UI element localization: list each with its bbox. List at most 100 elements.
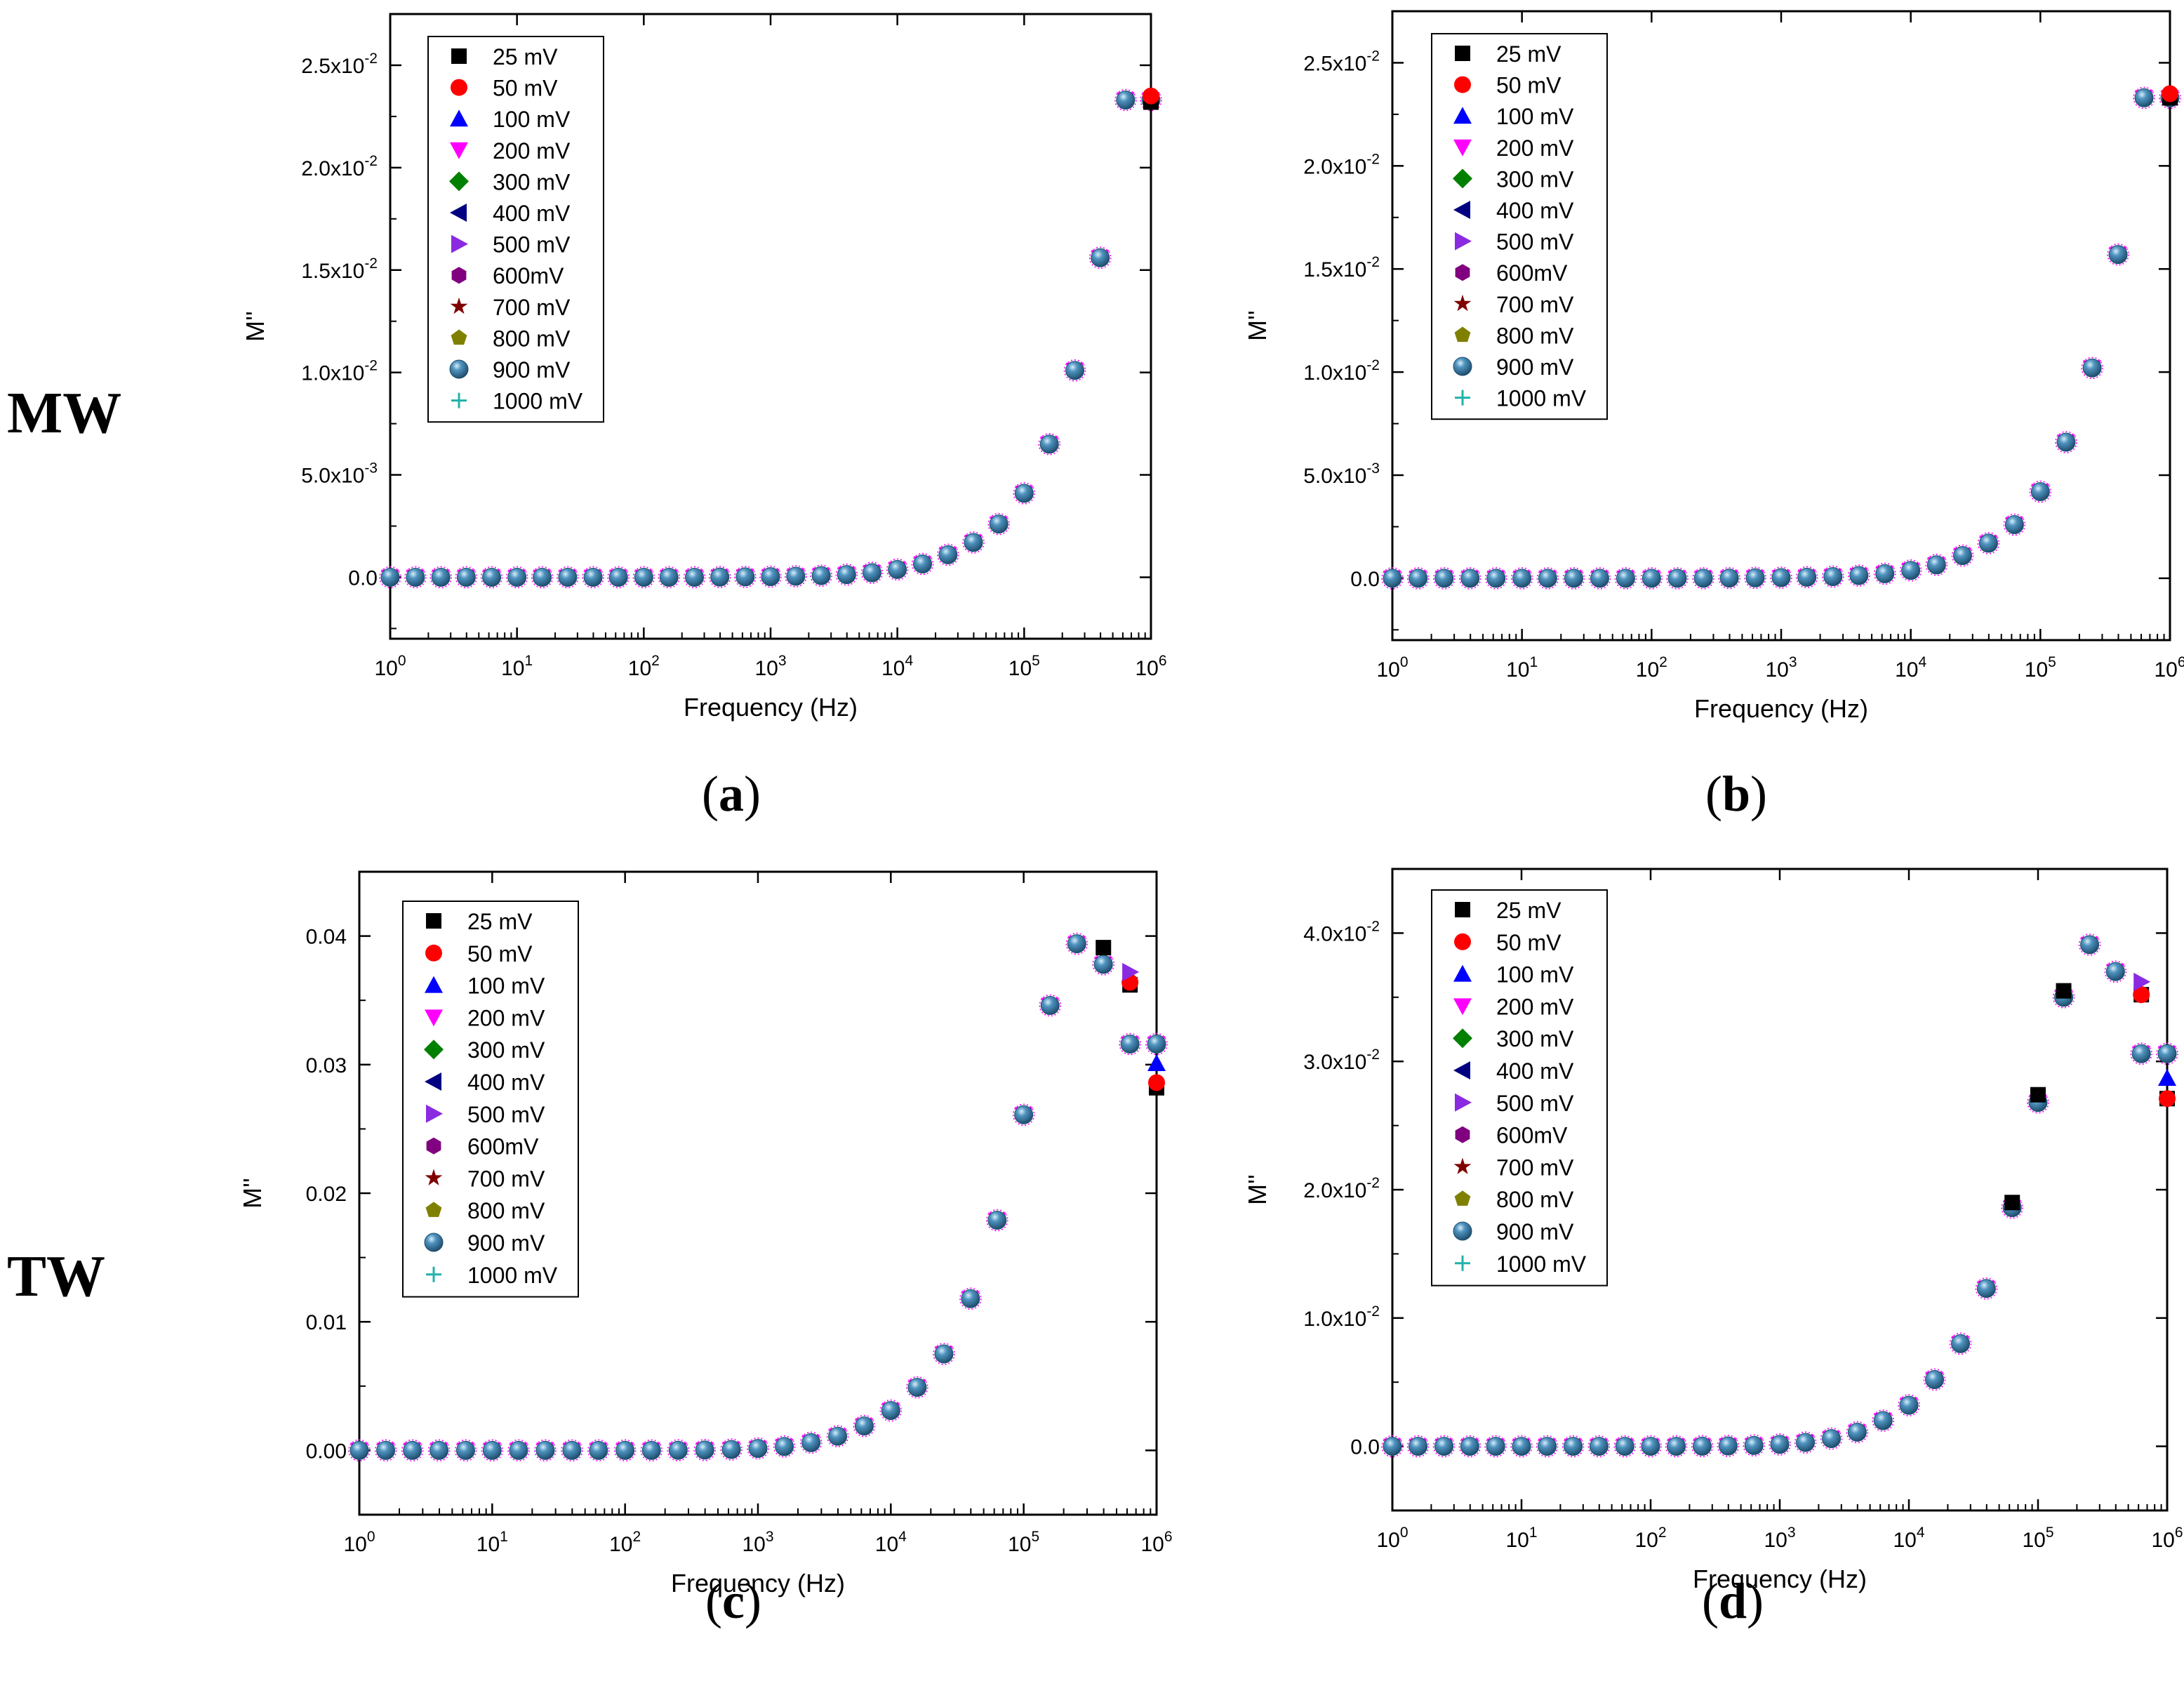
legend-marker-5 <box>1453 201 1470 219</box>
data-point-900mv <box>989 514 1008 534</box>
legend-marker-0 <box>451 48 467 64</box>
legend-label: 200 mV <box>493 138 571 164</box>
data-point-900mv <box>1040 996 1060 1016</box>
x-tick-base: 10 <box>1895 658 1918 682</box>
data-point-outline <box>1012 1103 1035 1127</box>
x-tick-exp: 6 <box>1159 653 1167 669</box>
x-tick-exp: 5 <box>2046 1525 2054 1541</box>
y-tick-exp: -2 <box>1366 1047 1380 1063</box>
data-point-900mv <box>1796 1433 1816 1452</box>
legend-marker-0 <box>1455 46 1470 61</box>
x-tick-base: 10 <box>2151 1529 2174 1552</box>
legend-box <box>402 901 579 1298</box>
y-tick-label: 0.0 <box>1350 568 1380 591</box>
data-point-900mv <box>1460 1437 1479 1456</box>
x-tick-exp: 2 <box>651 653 660 669</box>
data-point-900mv <box>1873 1411 1893 1430</box>
data-point-outline <box>1847 564 1870 587</box>
legend-label: 400 mV <box>1496 198 1574 223</box>
x-tick-label: 100 <box>1376 654 1408 682</box>
data-point-900mv <box>938 545 958 564</box>
legend-label: 25 mV <box>493 44 558 69</box>
data-point-900mv <box>1091 248 1110 267</box>
data-point-outline <box>1614 567 1637 590</box>
y-tick-mantissa: 0.0 <box>1350 568 1380 591</box>
data-point-outline <box>1484 567 1507 590</box>
data-point-900mv <box>509 1440 528 1460</box>
data-point-outline <box>1145 1032 1168 1056</box>
data-point-variant <box>1096 940 1112 956</box>
data-point-outline <box>374 1439 397 1462</box>
legend-marker-11 <box>1455 1255 1470 1271</box>
data-point-900mv <box>828 1426 848 1446</box>
legend-label: 900 mV <box>1496 354 1574 380</box>
data-point-outline <box>1794 1431 1817 1454</box>
y-tick-label: 2.0x10-2 <box>1303 151 1380 178</box>
legend-label: 1000 mV <box>1496 1251 1587 1277</box>
data-point-outline <box>1795 566 1818 589</box>
legend: 25 mV 50 mV 100 mV 200 mV 300 mV 400 mV 500 mV… <box>427 36 604 423</box>
data-point-variant <box>2004 1195 2020 1211</box>
y-tick-label: 0.02 <box>306 1183 347 1206</box>
data-point-outline <box>613 1439 637 1462</box>
data-point-900mv <box>608 567 628 587</box>
data-point-900mv <box>583 567 603 587</box>
data-point-outline <box>708 566 731 588</box>
data-point-900mv <box>1589 1437 1609 1456</box>
data-point-900mv <box>2105 962 2125 981</box>
legend-marker-3 <box>425 1009 443 1027</box>
data-point-outline <box>379 566 401 589</box>
y-tick-mantissa: 0.03 <box>306 1054 347 1077</box>
data-point-outline <box>1923 1368 1946 1391</box>
y-axis-label: M'' <box>1243 1174 1272 1205</box>
data-point-outline <box>1975 1277 1998 1300</box>
data-point-900mv <box>668 1440 688 1460</box>
data-point-variant <box>2030 1087 2046 1103</box>
data-point-900mv <box>1564 569 1583 588</box>
y-tick-exp: -2 <box>1366 1175 1380 1191</box>
x-tick-base: 10 <box>1636 658 1659 682</box>
data-point-outline <box>2104 960 2127 983</box>
data-point-outline <box>1666 567 1689 590</box>
legend-label: 25 mV <box>467 909 533 934</box>
data-point-outline <box>1063 359 1086 382</box>
data-point-900mv <box>1409 569 1428 588</box>
y-axis-label: M'' <box>238 1178 267 1209</box>
legend-label: 50 mV <box>1496 930 1562 955</box>
data-point-outline <box>1769 1433 1791 1456</box>
data-point-900mv <box>634 567 653 587</box>
chart-b: 100 101 102 103 104 105 1060.05.0x10-31.0x10-2… <box>1243 10 2184 723</box>
y-tick-mantissa: 2.0x10 <box>301 157 364 180</box>
data-point-900mv <box>801 1433 821 1452</box>
x-tick-base: 10 <box>1634 1529 1658 1552</box>
y-tick-exp: -2 <box>364 255 378 272</box>
legend-label: 400 mV <box>467 1070 545 1095</box>
legend-marker-11 <box>451 392 467 409</box>
data-point-900mv <box>1719 569 1739 588</box>
legend-marker-1 <box>1454 933 1471 950</box>
x-tick-label: 102 <box>609 1529 641 1556</box>
data-point-outline <box>1949 1332 1972 1355</box>
data-point-outline <box>507 1439 530 1462</box>
y-tick-label: 5.0x10-3 <box>1303 460 1380 488</box>
data-point-outline <box>1510 1435 1533 1458</box>
data-point-900mv <box>1847 1422 1867 1442</box>
data-point-outline <box>1458 567 1481 590</box>
data-point-outline <box>454 1439 477 1462</box>
legend-label: 500 mV <box>493 232 571 258</box>
data-point-outline <box>1770 566 1792 589</box>
data-point-outline <box>582 566 604 589</box>
data-point-outline <box>986 1209 1008 1232</box>
data-point-outline <box>531 566 554 589</box>
x-tick-label: 106 <box>1140 1529 1172 1556</box>
x-tick-base: 10 <box>1505 1529 1529 1552</box>
data-point-900mv <box>1014 484 1034 503</box>
legend-label: 400 mV <box>1496 1058 1574 1084</box>
data-point-outline <box>1925 553 1948 576</box>
data-point-900mv <box>507 567 527 587</box>
y-tick-mantissa: 1.5x10 <box>301 260 364 283</box>
x-tick-exp: 3 <box>778 653 787 669</box>
legend-label: 25 mV <box>1496 898 1562 923</box>
legend-label: 600mV <box>1496 260 1568 286</box>
data-point-outline <box>480 566 503 589</box>
